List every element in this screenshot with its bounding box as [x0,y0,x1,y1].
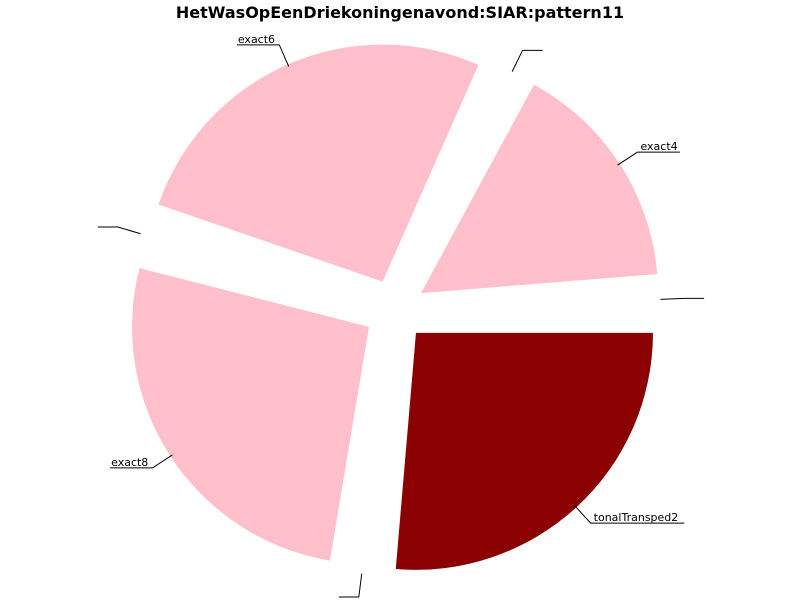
pie-slice-exact6 [158,44,479,282]
leader-line [660,297,705,300]
pie-slice-tonalTransped2 [395,332,653,570]
leader-line [574,505,685,524]
slice-label-exact6: exact6 [238,33,275,46]
slice-label-exact8: exact8 [111,456,148,469]
chart-title: HetWasOpEenDriekoningenavond:SIAR:patter… [175,3,625,22]
leader-line [617,151,680,166]
slice-label-exact4: exact4 [640,140,677,153]
leader-line [110,454,173,469]
leader-line [511,49,543,72]
pie-slice-exact4 [420,84,658,294]
leader-line [338,573,363,598]
slice-label-tonalTransped2: tonalTransped2 [594,511,679,524]
leader-line [97,226,141,235]
leader-line [236,44,290,67]
pie-slice-exact8 [132,268,370,561]
